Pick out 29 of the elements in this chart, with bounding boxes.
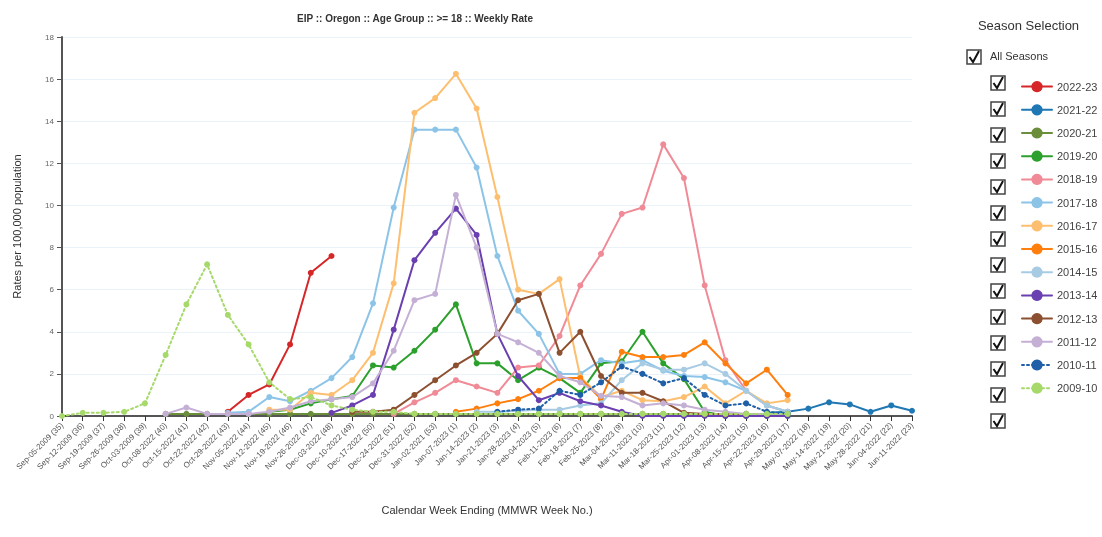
legend-label: 2018-19 xyxy=(1057,173,1098,186)
y-axis-title: Rates per 100,000 population xyxy=(10,154,23,299)
legend-label: 2019-20 xyxy=(1057,150,1098,163)
chart-title: EIP :: Oregon :: Age Group :: >= 18 :: Weekly Rate xyxy=(297,12,534,24)
x-axis-title: Calendar Week Ending (MMWR Week No.) xyxy=(381,503,593,516)
y-tick-label: 16 xyxy=(45,74,55,84)
y-tick-label: 2 xyxy=(49,369,55,379)
y-tick-label: 14 xyxy=(45,116,55,126)
y-tick-label: 10 xyxy=(45,200,55,210)
legend-label: 2016-17 xyxy=(1057,219,1098,232)
legend-label: 2009-10 xyxy=(1057,382,1098,395)
y-tick-label: 0 xyxy=(49,411,55,421)
legend-label: 2012-13 xyxy=(1057,312,1098,325)
text: All Seasons xyxy=(990,50,1049,62)
legend-label: 2021-22 xyxy=(1057,103,1098,116)
legend-label: 2011-12 xyxy=(1057,335,1097,348)
y-tick-label: 4 xyxy=(49,327,55,337)
y-tick-label: 6 xyxy=(49,285,55,295)
legend-label: 2017-18 xyxy=(1057,196,1098,209)
legend-label: 2014-15 xyxy=(1057,266,1098,279)
legend-label: 2010-11 xyxy=(1057,359,1097,371)
y-tick-label: 12 xyxy=(45,158,55,168)
legend-label: 2015-16 xyxy=(1057,243,1098,255)
legend-label: 2013-14 xyxy=(1057,289,1098,302)
legend-label: 2020-21 xyxy=(1057,127,1098,139)
y-tick-label: 18 xyxy=(45,32,55,42)
legend-label: 2022-23 xyxy=(1057,80,1098,93)
legend-title: Season Selection xyxy=(976,18,1081,33)
y-tick-label: 8 xyxy=(49,243,55,253)
